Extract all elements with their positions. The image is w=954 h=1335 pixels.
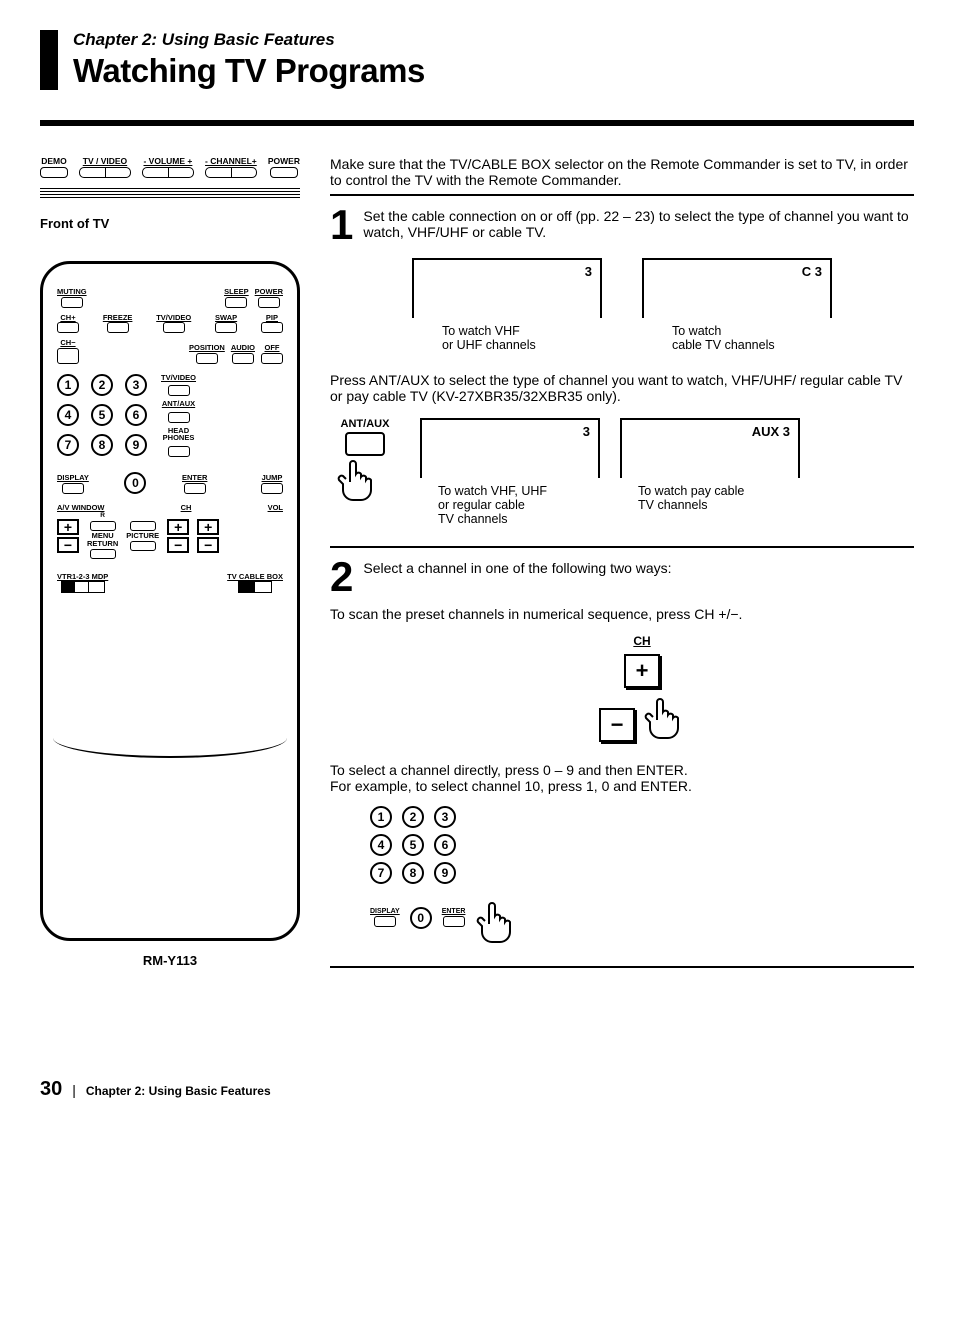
- antaux-row: ANT/AUX 3 To watch VHF, UHF or regular c…: [330, 418, 914, 526]
- display-caption: To watch pay cable TV channels: [620, 484, 800, 512]
- antaux-button-icon: ANT/AUX: [330, 418, 400, 509]
- number-pad-diagram: 123 456 789 DISPLAY 0 ENTER: [370, 806, 914, 946]
- step-number: 1: [330, 206, 353, 244]
- power-button-icon: [270, 167, 298, 178]
- page-title: Watching TV Programs: [73, 52, 914, 90]
- remote-model-label: RM-Y113: [40, 953, 300, 968]
- header-text-block: Chapter 2: Using Basic Features Watching…: [73, 30, 914, 90]
- step-number: 2: [330, 558, 353, 596]
- step-1: 1 Set the cable connection on or off (pp…: [330, 206, 914, 244]
- channel-button-icon: [205, 167, 257, 178]
- front-of-tv-label: Front of TV: [40, 216, 300, 231]
- front-btn-label: TV / VIDEO: [83, 156, 127, 166]
- hand-press-icon: [330, 456, 378, 504]
- chapter-label: Chapter 2: Using Basic Features: [73, 30, 914, 50]
- ch-buttons-diagram: CH + −: [370, 634, 914, 742]
- display-caption: To watch cable TV channels: [642, 324, 832, 352]
- page-number: 30: [40, 1078, 62, 1101]
- ch-plus-icon: +: [624, 654, 660, 688]
- volume-button-icon: [142, 167, 194, 178]
- header-black-bar: [40, 30, 58, 90]
- display-caption: To watch VHF or UHF channels: [412, 324, 602, 352]
- press-antaux-text: Press ANT/AUX to select the type of chan…: [330, 372, 914, 404]
- hand-press-icon: [469, 898, 517, 946]
- display-value: AUX 3: [752, 424, 790, 439]
- display-pair-1: 3 To watch VHF or UHF channels C 3 To wa…: [330, 258, 914, 352]
- front-of-tv-diagram: DEMO TV / VIDEO - VOLUME + - CHANNEL+ PO…: [40, 156, 300, 231]
- tv-video-button-icon: [79, 167, 131, 178]
- footer-chapter: Chapter 2: Using Basic Features: [86, 1084, 271, 1098]
- step-2: 2 Select a channel in one of the followi…: [330, 558, 914, 596]
- hand-press-icon: [637, 694, 685, 742]
- front-btn-label: DEMO: [41, 156, 67, 166]
- intro-text: Make sure that the TV/CABLE BOX selector…: [330, 156, 914, 188]
- demo-button-icon: [40, 167, 68, 178]
- front-btn-label: POWER: [268, 156, 300, 166]
- page-footer: 30 | Chapter 2: Using Basic Features: [40, 1078, 914, 1101]
- front-btn-label: - VOLUME +: [143, 156, 192, 166]
- direct-select-text: To select a channel directly, press 0 – …: [330, 762, 914, 794]
- page-header: Chapter 2: Using Basic Features Watching…: [40, 30, 914, 90]
- step-1-text: Set the cable connection on or off (pp. …: [363, 206, 914, 244]
- step-2-text: Select a channel in one of the following…: [363, 558, 914, 596]
- front-btn-label: - CHANNEL+: [205, 156, 257, 166]
- display-value: 3: [585, 264, 592, 279]
- right-column: Make sure that the TV/CABLE BOX selector…: [330, 156, 914, 978]
- ch-minus-icon: −: [599, 708, 635, 742]
- display-value: 3: [583, 424, 590, 439]
- remote-diagram: MUTING SLEEP POWER CH+ FREEZE TV/VIDEO S…: [40, 261, 300, 941]
- left-column: DEMO TV / VIDEO - VOLUME + - CHANNEL+ PO…: [40, 156, 300, 978]
- display-caption: To watch VHF, UHF or regular cable TV ch…: [420, 484, 600, 526]
- footer-separator: |: [72, 1082, 76, 1098]
- display-value: C 3: [802, 264, 822, 279]
- scan-text: To scan the preset channels in numerical…: [330, 606, 914, 622]
